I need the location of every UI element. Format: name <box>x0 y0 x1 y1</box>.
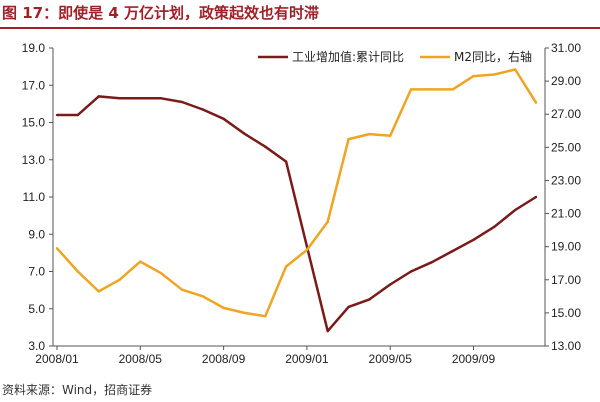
m2-point-2009/09 <box>472 74 475 78</box>
m2-point-2009/03 <box>347 137 350 141</box>
industrial-point-2009/07 <box>430 260 434 264</box>
m2-point-2008/01 <box>55 247 59 250</box>
industrial-point-2009/10 <box>493 225 496 228</box>
x-tick-label: 2008/05 <box>119 352 163 366</box>
chart-legend: 工业增加值:累计同比 M2同比，右轴 <box>258 49 532 64</box>
industrial-point-2008/01 <box>55 113 59 117</box>
left-tick-label: 17.0 <box>22 78 46 92</box>
industrial-point-2008/06 <box>159 97 163 100</box>
m2-point-2009/10 <box>493 73 496 76</box>
industrial-point-2009/03 <box>347 305 350 309</box>
series-line-m2 <box>56 68 538 318</box>
industrial-point-2009/02 <box>326 329 329 333</box>
chart-title: 图 17：即使是 4 万亿计划，政策起效也有时滞 <box>2 4 319 22</box>
right-tick-label: 19.00 <box>551 240 581 254</box>
right-tick-label: 25.00 <box>551 140 581 154</box>
right-tick-label: 13.00 <box>551 339 581 353</box>
left-tick-label: 5.0 <box>28 302 45 316</box>
x-tick-label: 2008/09 <box>202 352 246 366</box>
industrial-point-2009/06 <box>409 270 413 273</box>
industrial-point-2008/08 <box>201 108 204 111</box>
legend-label-1: M2同比，右轴 <box>454 49 532 64</box>
m2-point-2008/05 <box>139 260 142 263</box>
m2-point-2009/07 <box>430 88 434 91</box>
x-tick-label: 2009/01 <box>285 352 329 366</box>
industrial-point-2008/12 <box>284 160 288 163</box>
m2-point-2008/08 <box>201 295 204 298</box>
title-divider <box>0 27 600 29</box>
industrial-point-2009/08 <box>451 249 454 253</box>
m2-point-2009/01 <box>305 248 309 252</box>
m2-point-2008/04 <box>118 278 121 281</box>
chart-axes: 19.0 17.0 15.0 13.0 11.0 9.0 7.0 5.0 3.0 31.00 29.… <box>22 41 582 366</box>
m2-point-2008/03 <box>97 290 100 293</box>
industrial-point-2008/03 <box>97 95 100 98</box>
source-note: 资料来源：Wind，招商证券 <box>2 383 153 397</box>
right-tick-label: 27.00 <box>551 107 581 121</box>
left-tick-label: 13.0 <box>22 153 46 167</box>
m2-point-2009/12 <box>534 101 538 104</box>
chart-series <box>55 68 538 333</box>
legend-label-0: 工业增加值:累计同比 <box>292 49 404 64</box>
industrial-point-2009/09 <box>472 238 475 242</box>
industrial-point-2008/11 <box>264 145 267 148</box>
m2-point-2008/12 <box>284 265 288 268</box>
right-tick-label: 15.00 <box>551 306 581 320</box>
m2-point-2009/08 <box>451 88 454 91</box>
left-tick-label: 15.0 <box>22 116 46 130</box>
left-tick-label: 7.0 <box>28 265 45 279</box>
left-tick-label: 11.0 <box>23 190 46 204</box>
industrial-point-2008/05 <box>139 97 142 100</box>
right-tick-label: 23.00 <box>551 173 581 187</box>
industrial-point-2009/12 <box>534 195 538 199</box>
right-tick-label: 21.00 <box>551 207 581 221</box>
industrial-point-2008/09 <box>222 117 225 120</box>
m2-point-2008/06 <box>159 271 163 275</box>
industrial-point-2008/04 <box>118 97 121 100</box>
m2-point-2009/05 <box>389 134 392 137</box>
m2-point-2008/11 <box>264 315 267 318</box>
left-tick-label: 9.0 <box>28 227 45 241</box>
m2-point-2009/02 <box>326 220 329 224</box>
m2-point-2009/06 <box>409 88 413 91</box>
industrial-point-2009/11 <box>513 208 517 212</box>
industrial-point-2009/04 <box>368 298 371 301</box>
m2-point-2008/07 <box>180 288 184 291</box>
series-line-industrial <box>57 95 537 333</box>
x-tick-label: 2009/09 <box>452 352 496 366</box>
right-tick-label: 29.00 <box>551 74 581 88</box>
left-tick-label: 19.0 <box>22 41 46 55</box>
x-tick-label: 2009/05 <box>369 352 413 366</box>
industrial-point-2008/10 <box>243 132 246 135</box>
m2-point-2008/02 <box>76 270 80 273</box>
m2-point-2008/10 <box>243 311 246 315</box>
industrial-point-2008/02 <box>76 113 80 117</box>
m2-point-2009/11 <box>513 68 517 71</box>
m2-point-2009/04 <box>368 132 371 136</box>
left-tick-label: 3.0 <box>28 339 45 353</box>
m2-point-2008/09 <box>222 306 225 310</box>
right-tick-label: 17.00 <box>551 273 581 287</box>
right-tick-label: 31.00 <box>551 41 581 55</box>
industrial-point-2009/05 <box>389 283 392 286</box>
industrial-point-2008/07 <box>180 100 184 104</box>
x-tick-label: 2008/01 <box>35 352 79 366</box>
